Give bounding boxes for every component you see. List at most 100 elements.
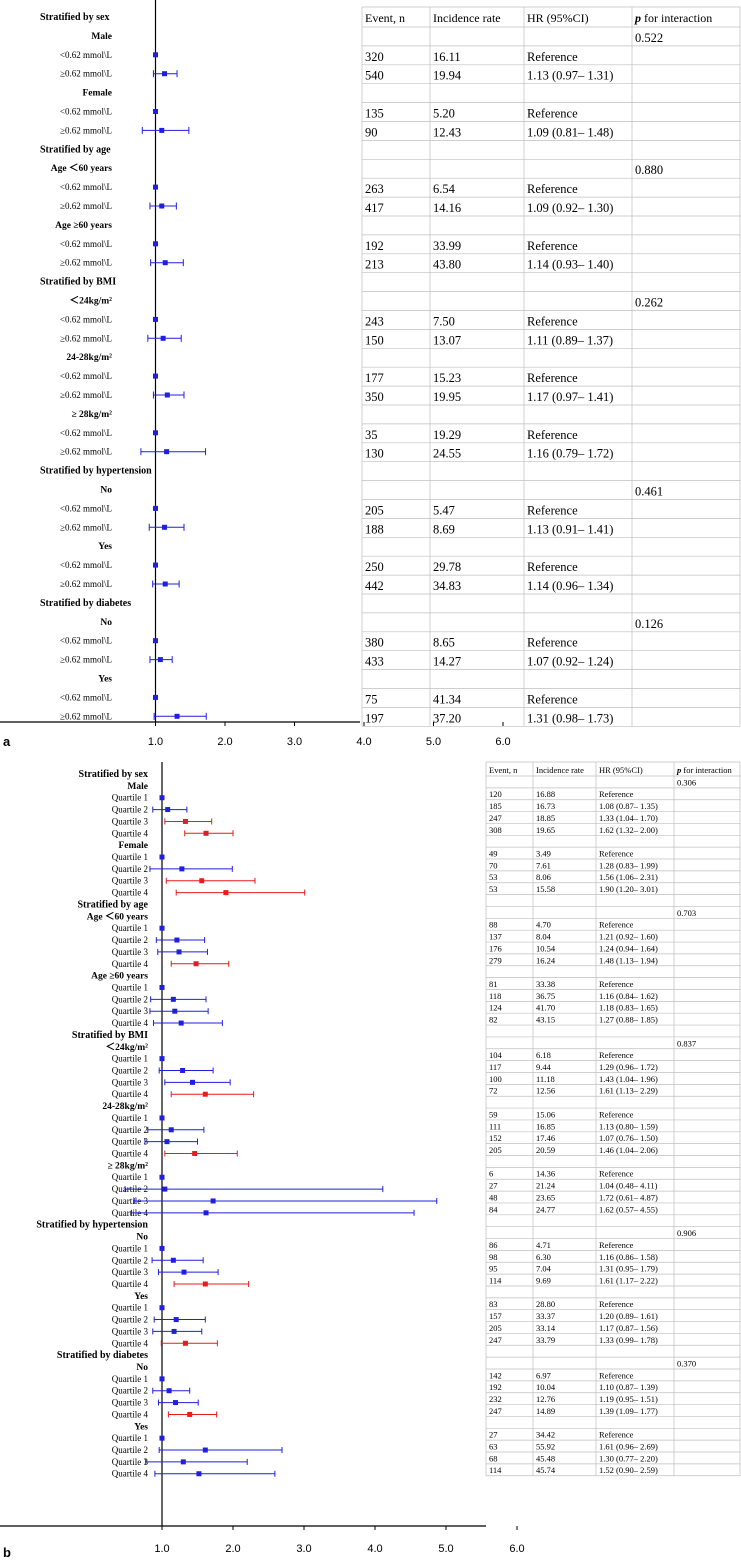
item-label: Quartile 2: [112, 1386, 148, 1396]
table-cell-event: 35: [365, 428, 378, 442]
table-cell-hr: Reference: [527, 314, 578, 328]
table-cell-hr: Reference: [599, 1430, 634, 1440]
x-tick-label: 4.0: [367, 1543, 382, 1555]
item-label: <0.62 mmol\L: [60, 50, 112, 60]
table-cell-hr: 1.72 (0.61– 4.87): [599, 1192, 658, 1202]
table-cell-rate: 14.16: [433, 201, 461, 215]
table-cell-rate: 33.79: [536, 1335, 555, 1345]
x-tick-label: 4.0: [356, 736, 371, 748]
item-label: <0.62 mmol\L: [60, 371, 112, 381]
table-cell-rate: 16.85: [536, 1121, 555, 1131]
table-cell-p-value: 0.461: [635, 485, 663, 499]
table-cell-rate: 33.99: [433, 239, 461, 253]
item-label: Quartile 3: [112, 1137, 149, 1147]
table-cell-rate: 6.18: [536, 1050, 551, 1060]
table-cell-event: 27: [489, 1430, 498, 1440]
item-label: Quartile 2: [112, 1255, 148, 1265]
table-cell-rate: 36.75: [536, 991, 555, 1001]
table-cell-rate: 34.83: [433, 579, 461, 593]
item-label: Quartile 4: [112, 1409, 149, 1419]
table-cell-event: 308: [489, 825, 502, 835]
hr-point-marker: [196, 1471, 202, 1477]
item-label: <0.62 mmol\L: [60, 107, 112, 117]
item-label: <0.62 mmol\L: [60, 314, 112, 324]
table-cell-hr: 1.14 (0.96– 1.34): [527, 579, 613, 593]
item-label: ≥0.62 mmol\L: [60, 201, 112, 211]
table-cell-hr: 1.20 (0.89– 1.61): [599, 1311, 658, 1321]
table-header-hr: HR (95%CI): [527, 11, 589, 25]
table-cell-rate: 7.61: [536, 860, 551, 870]
table-cell-event: 320: [365, 50, 384, 64]
table-cell-hr: Reference: [527, 107, 578, 121]
x-tick-label: 3.0: [296, 1543, 311, 1555]
table-cell-event: 176: [489, 943, 502, 953]
table-cell-event: 81: [489, 979, 498, 989]
table-cell-hr: 1.07 (0.92– 1.24): [527, 655, 613, 669]
table-cell-hr: 1.13 (0.97– 1.31): [527, 69, 613, 83]
table-cell-hr: 1.10 (0.87– 1.39): [599, 1382, 658, 1392]
table-cell-hr: 1.33 (0.99– 1.78): [599, 1335, 658, 1345]
table-cell-hr: 1.31 (0.95– 1.79): [599, 1264, 658, 1274]
item-label: ≥0.62 mmol\L: [60, 447, 112, 457]
table-header-event: Event, n: [365, 11, 405, 25]
table-cell-hr: Reference: [527, 503, 578, 517]
group-label: ＜24kg/m²: [70, 296, 113, 307]
table-cell-rate: 8.69: [433, 522, 455, 536]
group-label: Age ≥60 years: [91, 972, 148, 982]
table-cell-rate: 14.36: [536, 1169, 555, 1179]
table-cell-rate: 23.65: [536, 1192, 555, 1202]
item-label: Quartile 3: [112, 947, 149, 957]
table-cell-hr: Reference: [599, 1050, 634, 1060]
table-cell-hr: Reference: [527, 371, 578, 385]
table-cell-event: 95: [489, 1264, 498, 1274]
table-cell-event: 177: [365, 371, 384, 385]
hr-point-marker: [176, 949, 182, 955]
hr-point-marker: [174, 937, 180, 943]
table-cell-event: 59: [489, 1109, 498, 1119]
table-cell-p-value: 0.306: [677, 777, 696, 787]
table-cell-hr: 1.19 (0.95– 1.51): [599, 1394, 658, 1404]
table-cell-hr: Reference: [527, 239, 578, 253]
table-cell-hr: Reference: [599, 789, 634, 799]
hr-point-marker: [172, 1400, 178, 1406]
group-label: No: [136, 1363, 148, 1373]
table-cell-rate: 7.50: [433, 314, 455, 328]
item-label: ≥0.62 mmol\L: [60, 390, 112, 400]
item-label: <0.62 mmol\L: [60, 428, 112, 438]
x-tick-label: 5.0: [426, 736, 441, 748]
table-cell-p-value: 0.703: [677, 908, 696, 918]
table-cell-hr: 1.17 (0.97– 1.41): [527, 390, 613, 404]
forest-plot-panel-a: 1.0 2.0 3.0 4.0 5.0 6.0 Stratified by sex Male <…: [0, 0, 741, 748]
table-cell-hr: 1.09 (0.81– 1.48): [527, 125, 613, 139]
hr-point-marker: [153, 316, 158, 322]
table-cell-hr: 1.31 (0.98– 1.73): [527, 711, 613, 725]
x-tick-label: 3.0: [287, 736, 302, 748]
item-label: Quartile 3: [112, 1077, 149, 1087]
table-cell-hr: Reference: [599, 1169, 634, 1179]
item-label: Quartile 4: [112, 888, 149, 898]
table-cell-rate: 5.47: [433, 503, 455, 517]
item-label: Quartile 1: [112, 1374, 148, 1384]
table-cell-event: 68: [489, 1453, 498, 1463]
hr-point-marker: [159, 984, 165, 990]
table-cell-hr: 1.13 (0.91– 1.41): [527, 522, 613, 536]
table-cell-event: 90: [365, 125, 378, 139]
hr-point-marker: [223, 890, 229, 896]
table-cell-hr: 1.09 (0.92– 1.30): [527, 201, 613, 215]
hr-point-marker: [165, 807, 171, 813]
table-cell-event: 49: [489, 849, 498, 859]
hr-point-marker: [170, 996, 176, 1002]
hr-point-marker: [159, 127, 165, 133]
table-header-hr: HR (95%CI): [599, 765, 643, 775]
table-cell-event: 188: [365, 522, 384, 536]
panel-label-a: a: [3, 734, 11, 749]
table-cell-event: 205: [489, 1145, 502, 1155]
item-label: Quartile 1: [112, 1303, 148, 1313]
table-cell-hr: 1.90 (1.20– 3.01): [599, 884, 658, 894]
hr-point-marker: [174, 713, 180, 719]
table-cell-hr: 1.52 (0.90– 2.59): [599, 1465, 658, 1475]
table-cell-event: 111: [489, 1121, 501, 1131]
section-label: Stratified by sex: [40, 12, 109, 23]
table-cell-rate: 19.65: [536, 825, 555, 835]
